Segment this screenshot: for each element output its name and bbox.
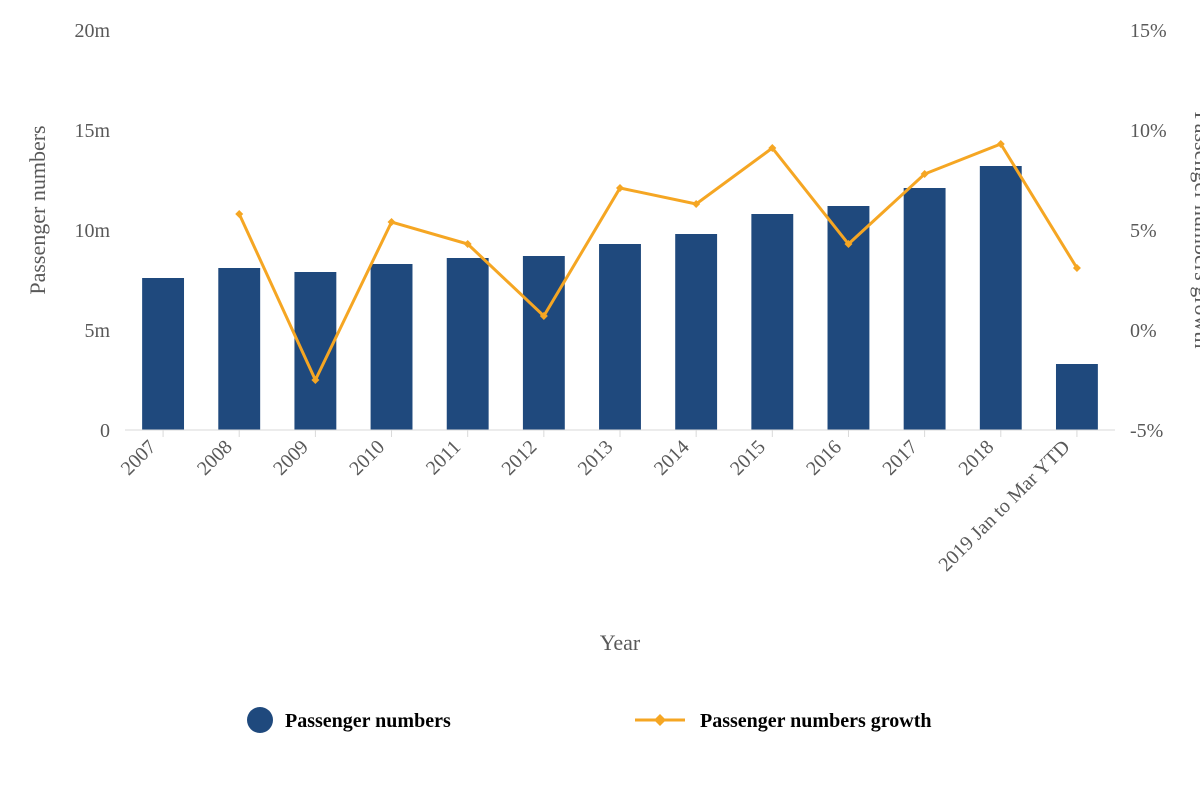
legend-swatch-line-marker (654, 714, 666, 726)
bar (980, 166, 1022, 430)
y-left-tick-label: 10m (74, 220, 110, 242)
y-left-tick-label: 0 (100, 420, 110, 442)
bar (523, 256, 565, 430)
legend-swatch-bars (247, 707, 273, 733)
x-tick-label: 2011 (422, 436, 465, 479)
x-tick-label: 2018 (954, 436, 998, 480)
y-left-tick-label: 5m (84, 320, 110, 342)
bar (751, 214, 793, 430)
passenger-chart: 2007 2008 2009 2010 2011 2012 2013 2014 2015 2016… (0, 0, 1200, 800)
x-tick-label: 2007 (117, 436, 161, 480)
chart-svg: 2007 2008 2009 2010 2011 2012 2013 2014 2015 2016… (0, 0, 1200, 800)
y-right-tick-label: 10% (1130, 120, 1167, 142)
x-tick-label: 2013 (574, 436, 618, 480)
x-tick-label: 2014 (650, 436, 694, 480)
y-right-title: Passenger numbers growth (1190, 111, 1200, 348)
y-right-tick-label: 15% (1130, 20, 1167, 42)
x-tick-label: 2009 (269, 436, 313, 480)
bar (904, 188, 946, 430)
bar (142, 278, 184, 430)
bar (828, 206, 870, 430)
x-axis-title: Year (600, 630, 641, 655)
x-tick-label: 2008 (193, 436, 237, 480)
x-tick-label: 2015 (726, 436, 770, 480)
x-tick-label: 2010 (345, 436, 389, 480)
y-right-tick-label: 0% (1130, 320, 1157, 342)
x-tick-label: 2016 (802, 436, 846, 480)
y-left-tick-label: 20m (74, 20, 110, 42)
bar (447, 258, 489, 430)
bar (218, 268, 260, 430)
y-right-tick-label: 5% (1130, 220, 1157, 242)
y-left-title: Passenger numbers (25, 125, 50, 294)
legend-label-line: Passenger numbers growth (700, 710, 931, 732)
x-tick-label: 2017 (878, 436, 922, 480)
bar (675, 234, 717, 430)
y-left-tick-label: 15m (74, 120, 110, 142)
bar (599, 244, 641, 430)
x-tick-label: 2019 Jan to Mar YTD (935, 436, 1075, 576)
bar (371, 264, 413, 430)
legend-label-bars: Passenger numbers (285, 710, 451, 732)
growth-line (239, 144, 1077, 380)
x-tick-label: 2012 (498, 436, 542, 480)
bar (1056, 364, 1098, 430)
y-right-tick-label: -5% (1130, 420, 1163, 442)
